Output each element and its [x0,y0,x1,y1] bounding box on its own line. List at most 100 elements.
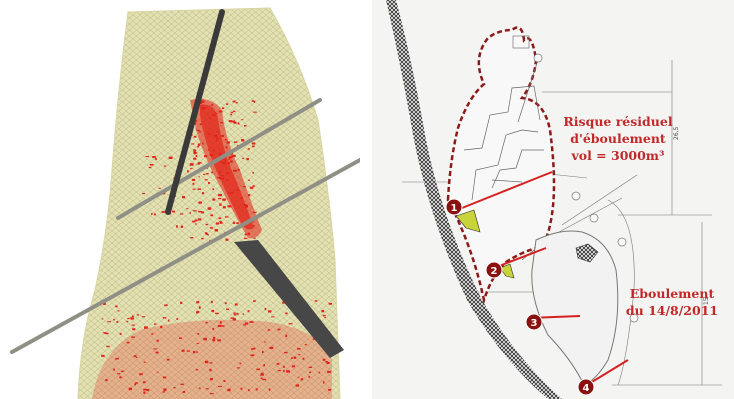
deformation-point [160,325,163,329]
marker-2-label: 2 [491,266,498,277]
deformation-point [136,314,139,316]
deformation-point [194,219,198,222]
deformation-point [233,122,237,124]
deformation-point [233,314,237,316]
deformation-point [297,348,301,350]
deformation-point [283,369,285,372]
marker-4-label: 4 [583,383,590,394]
deformation-point [226,103,229,105]
deformation-point [251,100,254,102]
deformation-point [283,365,285,368]
deformation-point [132,315,134,318]
deformation-point [209,393,214,395]
deformation-point [242,186,246,188]
deformation-point [228,192,231,194]
deformation-point [105,332,109,335]
deformation-point [201,105,203,107]
discontinuity-plane-upper [116,98,322,220]
deformation-point [215,135,218,138]
deformation-point [244,204,248,207]
deformation-point [246,158,249,161]
deformation-point [218,217,222,220]
deformation-point [119,332,122,335]
deformation-point [322,314,326,317]
deformation-point [221,325,225,327]
deformation-point [318,371,321,374]
deformation-point [191,178,196,181]
deformation-point [142,381,146,384]
deformation-point [216,131,219,133]
deformation-point [102,332,106,334]
marker-1-label: 1 [451,203,458,214]
deformation-point [267,329,271,331]
deformation-point [203,337,207,341]
deformation-point [187,170,189,173]
deformation-point [234,303,238,306]
deformation-point [291,357,293,359]
deformation-point [207,149,211,151]
deformation-point [252,347,256,350]
deformation-point [218,193,222,197]
deformation-point [243,324,246,326]
deformation-point [196,311,199,314]
deformation-point [211,309,215,313]
deformation-point [212,327,215,330]
deformation-point [232,110,236,113]
deformation-point [163,388,167,391]
deformation-point [262,378,267,381]
deformation-point [231,191,234,194]
deformation-point [196,342,200,344]
deformation-point [161,211,165,213]
deformation-point [227,205,232,208]
deformation-point [241,119,244,121]
deformation-point [300,378,304,381]
deformation-point [143,361,146,363]
deformation-point [180,225,183,228]
borehole-lower [234,240,344,358]
deformation-point [218,176,221,180]
deformation-point [201,107,206,110]
deformation-point [220,161,223,163]
deformation-point [113,368,115,371]
deformation-point [239,362,242,365]
deformation-point [182,391,186,393]
deformation-point [192,220,196,223]
deformation-point [209,154,214,157]
deformation-point [233,169,237,172]
deformation-point [180,383,184,385]
deformation-point [202,192,205,195]
deformation-point [209,117,211,119]
deformation-point [193,157,197,160]
deformation-point [260,374,264,376]
deformation-point [151,333,154,335]
deformation-point [115,305,118,308]
geological-sketch: Risque résiduel d'éboulement vol = 3000m… [372,0,734,399]
deformation-point [209,362,213,364]
deformation-point [217,339,221,342]
deformation-point [168,156,173,159]
deformation-point [204,155,208,158]
deformation-point [255,388,258,391]
deformation-point [225,146,228,149]
deformation-point [247,148,250,150]
deformation-point [155,351,159,354]
deformation-point [134,383,136,386]
deformation-point [192,210,197,212]
deformation-point [146,389,150,392]
deformation-point [197,218,202,221]
deformation-point [222,198,226,201]
deformation-point [195,223,197,225]
dimension-label-1: 26,5 [673,126,680,140]
deformation-point [144,326,148,329]
deformation-point [219,321,222,324]
deformation-point [241,139,245,142]
deformation-point [196,163,201,165]
deformation-point [195,120,198,122]
deformation-point [292,365,296,368]
deformation-point [168,319,170,322]
deformation-point [158,187,161,189]
dimension-label-2: 15 [703,297,710,305]
deformation-point [217,198,222,200]
deformation-point [195,351,198,353]
marker-4: 4 [577,378,595,396]
